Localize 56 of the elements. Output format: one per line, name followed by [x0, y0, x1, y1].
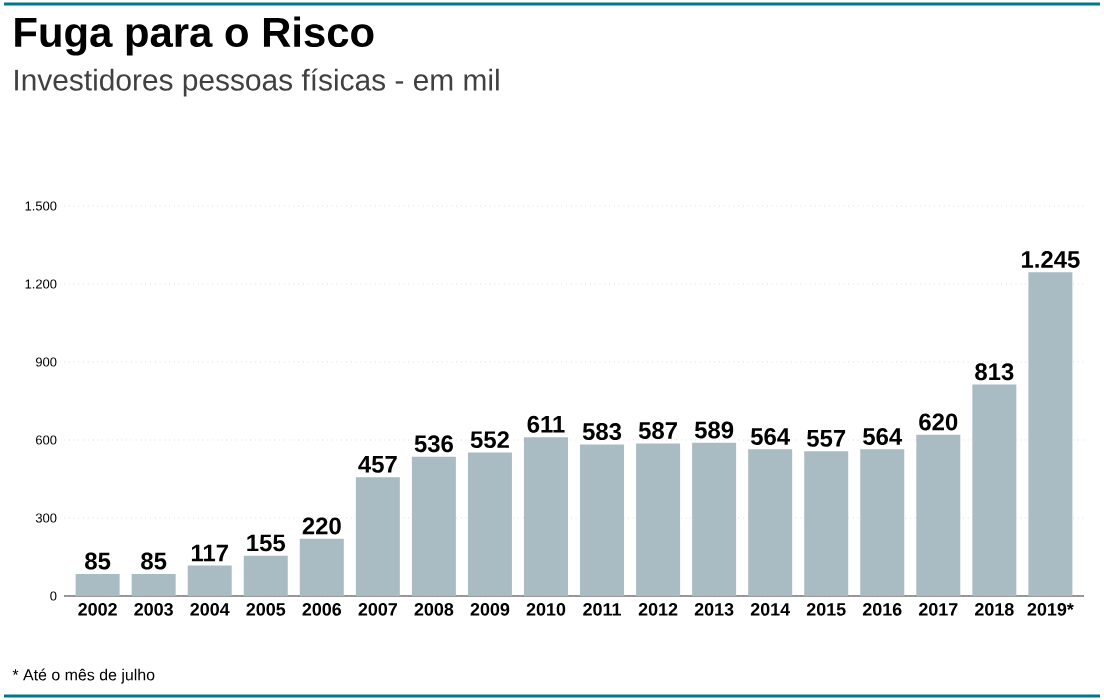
x-tick-label: 2005 — [246, 603, 286, 616]
bar — [131, 573, 176, 596]
bar — [748, 449, 793, 596]
x-tick-label: 2004 — [190, 603, 230, 616]
bar — [299, 538, 344, 596]
data-label: 589 — [694, 421, 734, 439]
x-tick-label: 2003 — [134, 603, 173, 616]
data-label: 611 — [527, 415, 565, 433]
data-label: 583 — [582, 423, 622, 441]
x-tick-label: 2013 — [694, 603, 734, 616]
x-tick-label: 2015 — [806, 603, 846, 616]
bar — [187, 565, 232, 596]
bar — [523, 437, 568, 596]
bar — [243, 555, 288, 596]
bar — [916, 434, 961, 596]
data-label: 620 — [919, 413, 958, 431]
data-label: 813 — [975, 363, 1014, 381]
x-tick-label: 2006 — [302, 603, 342, 616]
data-label: 564 — [750, 428, 790, 445]
x-tick-label: 2009 — [470, 603, 510, 616]
x-tick-label: 2002 — [78, 603, 117, 616]
x-tick-label: 2017 — [918, 603, 958, 616]
bar — [75, 573, 120, 596]
data-label: 552 — [470, 431, 509, 449]
bar — [355, 477, 400, 596]
data-label: 85 — [85, 552, 111, 570]
data-label: 457 — [358, 456, 397, 473]
bar — [804, 451, 849, 596]
chart-title: Fuga para o Risco — [15, 16, 374, 56]
data-label: 536 — [414, 435, 453, 453]
data-label: 220 — [302, 517, 341, 535]
x-tick-label: 2007 — [358, 603, 397, 616]
x-tick-label: 2016 — [862, 603, 902, 616]
chart-subtitle: Investidores pessoas físicas - em mil — [15, 68, 499, 97]
bar — [580, 444, 625, 596]
x-tick-label: 2011 — [583, 603, 621, 616]
bar — [972, 384, 1017, 596]
data-label: 564 — [863, 428, 903, 445]
bar — [636, 443, 681, 596]
bar — [860, 449, 905, 596]
x-tick-label: 2012 — [638, 603, 678, 616]
x-tick-label: 2019* — [1027, 603, 1074, 616]
bar — [467, 452, 512, 596]
data-label: 155 — [247, 534, 286, 552]
x-tick-label: 2010 — [526, 603, 566, 616]
bar — [692, 442, 737, 596]
data-label: 1.245 — [1021, 250, 1080, 268]
bar — [1028, 272, 1073, 596]
x-tick-label: 2008 — [414, 603, 454, 616]
data-label: 85 — [141, 552, 167, 570]
data-label: 557 — [807, 430, 846, 447]
data-label: 587 — [638, 422, 677, 439]
bar — [411, 456, 456, 596]
data-label: 117 — [191, 544, 228, 562]
x-tick-label: 2014 — [750, 603, 790, 616]
x-tick-label: 2018 — [975, 603, 1014, 616]
